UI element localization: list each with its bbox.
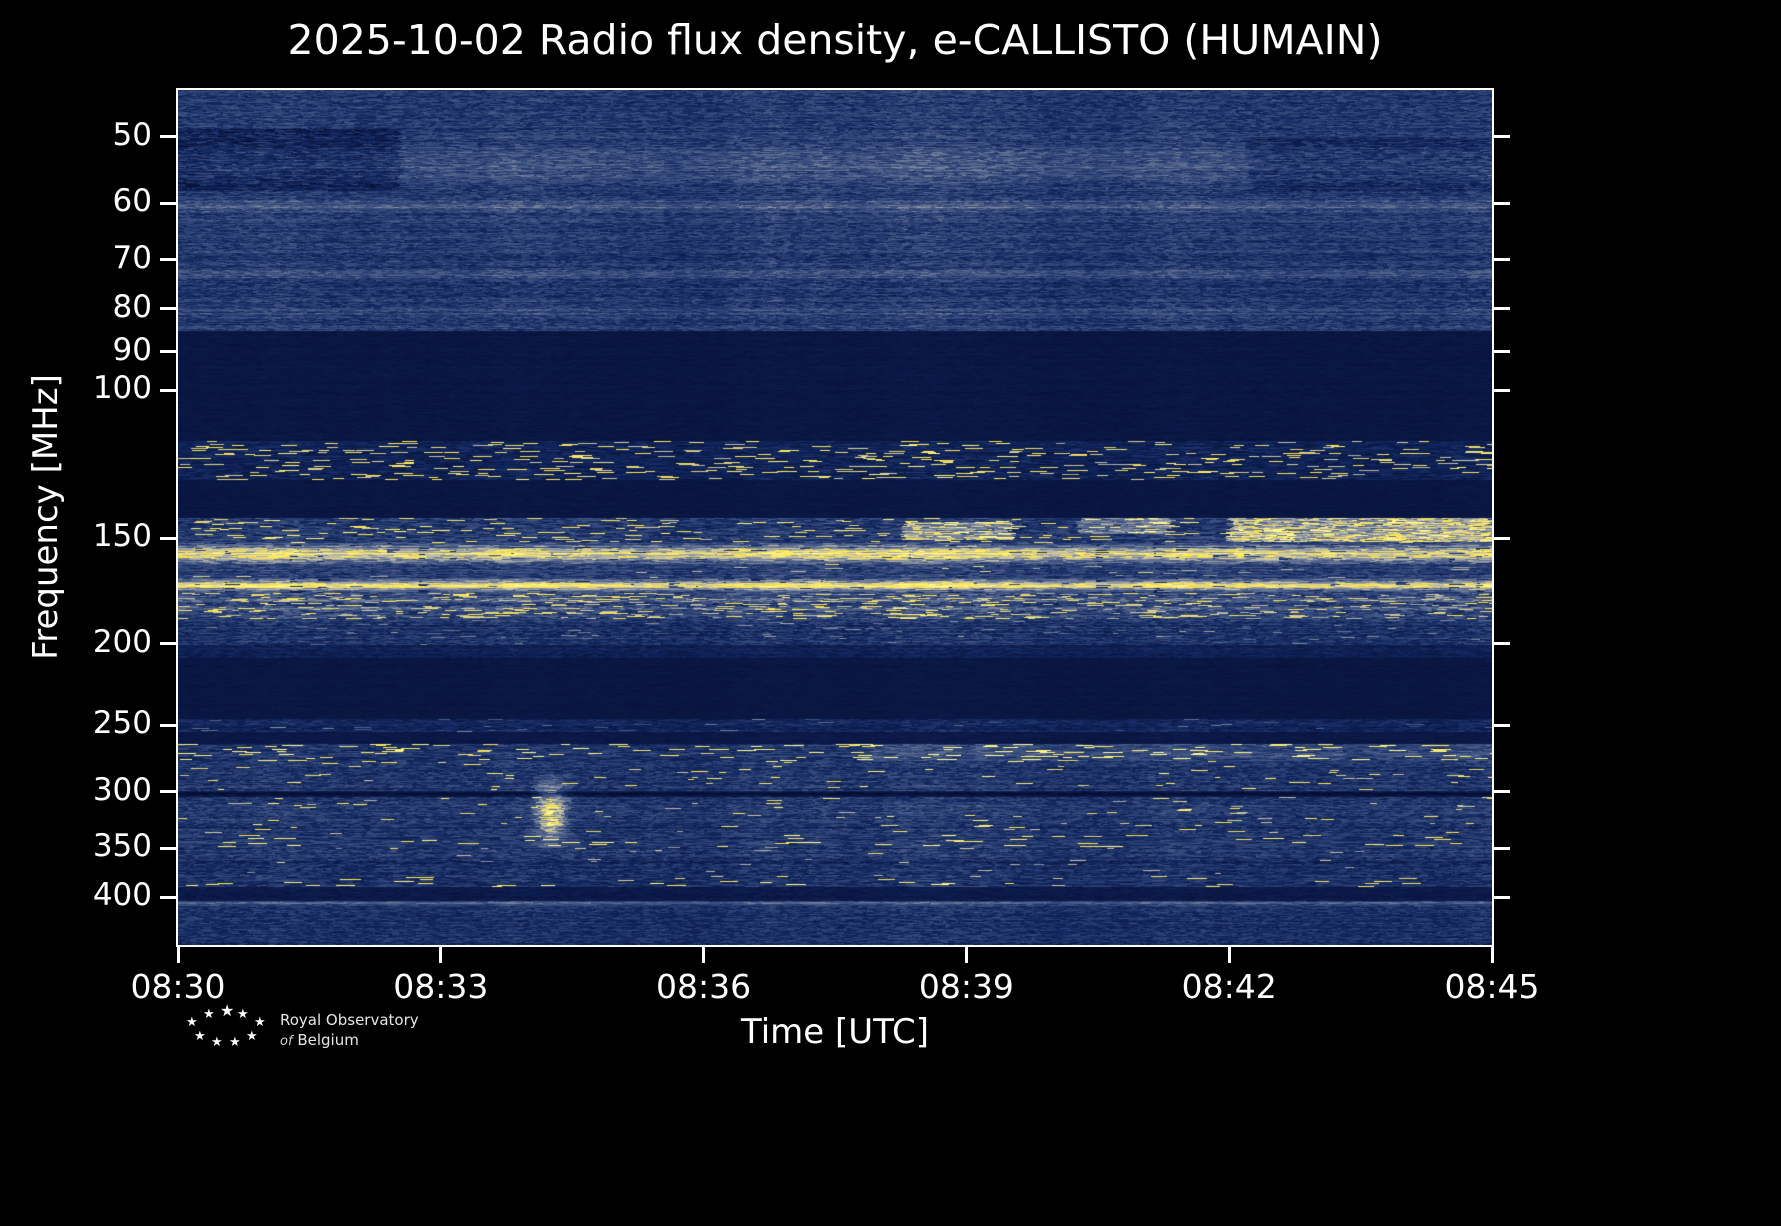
x-axis-label: Time [UTC] <box>741 1012 929 1052</box>
x-tick-mark <box>439 947 443 963</box>
y-axis-label: Frequency [MHz] <box>26 374 66 660</box>
logo-text-of: of <box>280 1034 293 1049</box>
logo-stars: ★ ★ ★ ★ ★ ★ ★ ★ ★ <box>186 1001 276 1056</box>
x-tick-mark <box>1490 947 1494 963</box>
x-tick-label: 08:42 <box>1181 967 1277 1006</box>
y-tick-mark-right <box>1494 536 1510 540</box>
x-tick-label: 08:36 <box>656 967 752 1006</box>
y-tick-label: 400 <box>92 877 152 914</box>
y-tick-mark <box>160 536 176 540</box>
y-tick-label: 250 <box>92 705 152 742</box>
y-tick-mark-right <box>1494 307 1510 311</box>
x-tick-label: 08:39 <box>918 967 1014 1006</box>
y-tick-mark <box>160 846 176 850</box>
rob-logo-star-icon: ★ <box>194 1029 206 1044</box>
x-tick-mark <box>964 947 968 963</box>
y-tick-mark-right <box>1494 388 1510 392</box>
rob-logo-star-icon: ★ <box>237 1007 249 1022</box>
y-tick-mark-right <box>1494 790 1510 794</box>
y-tick-label: 350 <box>92 828 152 865</box>
x-tick-mark <box>176 947 180 963</box>
rob-logo-star-icon: ★ <box>246 1029 258 1044</box>
x-tick-mark <box>1227 947 1231 963</box>
x-tick-mark <box>702 947 706 963</box>
x-tick-label: 08:30 <box>130 967 226 1006</box>
spectrogram-canvas <box>178 90 1492 945</box>
logo-text-line1: Royal Observatory <box>280 1011 419 1029</box>
y-tick-mark <box>160 135 176 139</box>
y-tick-mark-right <box>1494 201 1510 205</box>
y-tick-mark-right <box>1494 895 1510 899</box>
rob-logo-star-icon: ★ <box>186 1015 198 1030</box>
y-tick-mark <box>160 790 176 794</box>
y-tick-mark-right <box>1494 846 1510 850</box>
observatory-logo: ★ ★ ★ ★ ★ ★ ★ ★ ★ Royal Observatory of Belgium <box>186 1001 606 1074</box>
x-tick-label: 08:33 <box>393 967 489 1006</box>
logo-text-belgium: Belgium <box>297 1031 359 1049</box>
y-tick-mark-right <box>1494 642 1510 646</box>
x-tick-label: 08:45 <box>1444 967 1540 1006</box>
y-tick-label: 80 <box>112 288 152 325</box>
rob-logo-star-icon: ★ <box>220 1001 235 1020</box>
y-tick-mark <box>160 350 176 354</box>
y-tick-label: 300 <box>92 771 152 808</box>
y-tick-mark <box>160 723 176 727</box>
logo-text: Royal Observatory of Belgium <box>280 1010 419 1052</box>
y-tick-mark-right <box>1494 723 1510 727</box>
rob-logo-star-icon: ★ <box>203 1007 215 1022</box>
y-tick-mark <box>160 642 176 646</box>
y-tick-label: 50 <box>112 116 152 153</box>
y-tick-mark <box>160 201 176 205</box>
plot-frame <box>176 88 1494 947</box>
rob-logo-star-icon: ★ <box>211 1035 223 1050</box>
y-tick-mark <box>160 388 176 392</box>
y-tick-label: 150 <box>92 518 152 555</box>
y-tick-label: 90 <box>112 331 152 368</box>
rob-logo-star-icon: ★ <box>229 1035 241 1050</box>
rob-logo-star-icon: ★ <box>254 1015 266 1030</box>
y-tick-label: 60 <box>112 183 152 220</box>
y-tick-label: 70 <box>112 239 152 276</box>
logo-text-line2: of Belgium <box>280 1030 419 1052</box>
chart-title: 2025-10-02 Radio flux density, e-CALLIST… <box>287 16 1383 64</box>
y-tick-label: 200 <box>92 623 152 660</box>
y-tick-mark <box>160 895 176 899</box>
y-tick-mark <box>160 307 176 311</box>
y-tick-label: 100 <box>92 370 152 407</box>
y-tick-mark-right <box>1494 135 1510 139</box>
y-tick-mark-right <box>1494 350 1510 354</box>
y-tick-mark-right <box>1494 258 1510 262</box>
y-tick-mark <box>160 258 176 262</box>
